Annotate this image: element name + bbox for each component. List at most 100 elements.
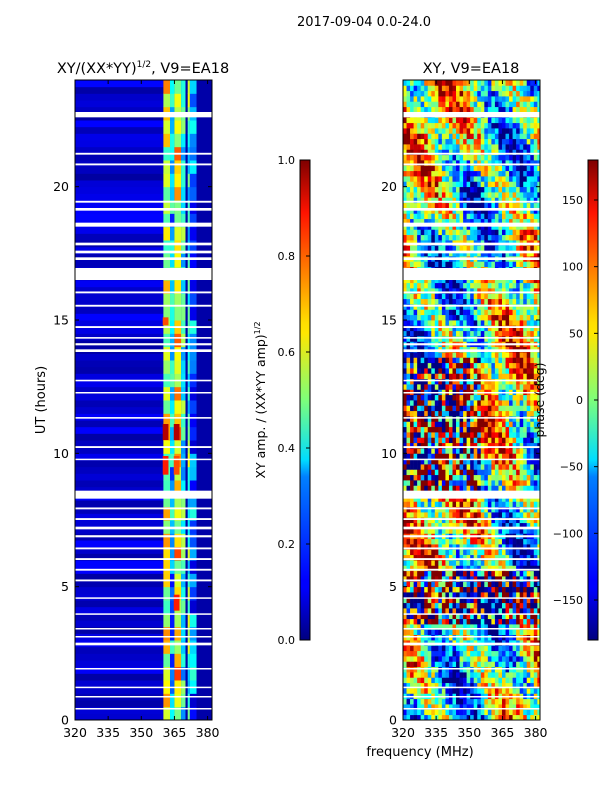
phase-cell xyxy=(438,437,443,444)
phase-cell xyxy=(512,192,517,198)
phase-cell xyxy=(487,650,492,657)
phase-cell xyxy=(519,437,524,444)
phase-cell xyxy=(477,378,482,385)
phase-cell xyxy=(533,458,538,465)
phase-cell xyxy=(441,453,446,460)
phase-cell xyxy=(494,218,499,225)
phase-cell xyxy=(519,336,524,342)
phase-cell xyxy=(491,458,496,465)
phase-cell xyxy=(427,634,432,641)
phase-cell xyxy=(466,362,471,369)
phase-cell xyxy=(456,554,460,561)
phase-cell xyxy=(424,106,429,113)
phase-cell xyxy=(530,474,535,481)
phase-cell xyxy=(417,421,421,428)
phase-cell xyxy=(417,709,421,716)
phase-cell xyxy=(431,234,436,241)
phase-cell xyxy=(530,378,535,385)
phase-cell xyxy=(431,629,436,636)
phase-cell xyxy=(406,474,411,481)
phase-cell xyxy=(406,464,411,470)
phase-cell xyxy=(484,613,489,620)
phase-cell xyxy=(463,101,467,108)
phase-cell xyxy=(501,357,506,364)
phase-cell xyxy=(413,538,418,545)
phase-cell xyxy=(509,186,513,193)
phase-cell xyxy=(410,597,414,604)
phase-cell xyxy=(533,298,538,305)
phase-cell xyxy=(413,202,418,209)
phase-cell xyxy=(441,549,446,556)
phase-cell xyxy=(498,677,503,684)
phase-cell xyxy=(466,629,471,636)
phase-cell xyxy=(526,474,531,481)
amplitude-cell xyxy=(163,133,171,148)
phase-cell xyxy=(463,325,467,332)
phase-cell xyxy=(420,448,425,454)
phase-cell xyxy=(516,442,520,449)
amplitude-cell xyxy=(187,253,190,268)
phase-cell xyxy=(466,597,471,604)
phase-cell xyxy=(434,133,439,140)
phase-cell xyxy=(498,709,503,716)
amplitude-cell xyxy=(174,666,182,681)
phase-cell xyxy=(456,602,460,609)
phase-cell xyxy=(480,709,485,716)
phase-cell xyxy=(533,453,538,460)
phase-cell xyxy=(480,181,485,188)
phase-cell xyxy=(526,202,531,209)
phase-cell xyxy=(406,554,411,561)
phase-cell xyxy=(434,512,439,518)
phase-cell xyxy=(505,592,510,598)
phase-cell xyxy=(466,357,471,364)
amplitude-cell xyxy=(187,173,190,188)
phase-cell xyxy=(452,336,457,342)
phase-cell xyxy=(505,522,510,529)
phase-cell xyxy=(434,666,439,673)
phase-cell xyxy=(512,352,517,358)
phase-cell xyxy=(537,234,540,241)
phase-cell xyxy=(403,528,407,534)
phase-cell xyxy=(424,437,429,444)
phase-cell xyxy=(410,469,414,476)
phase-cell xyxy=(533,485,538,492)
phase-cell xyxy=(406,608,411,614)
phase-cell xyxy=(427,218,432,225)
amplitude-cell xyxy=(181,506,186,521)
phase-cell xyxy=(448,682,453,689)
phase-cell xyxy=(456,314,460,321)
phase-cell xyxy=(417,453,421,460)
phase-cell xyxy=(519,320,524,326)
phase-cell xyxy=(491,293,496,300)
phase-cell xyxy=(434,688,439,694)
phase-cell xyxy=(406,469,411,476)
phase-cell xyxy=(441,336,446,342)
phase-cell xyxy=(459,464,464,470)
flagged-interval xyxy=(75,200,212,203)
phase-cell xyxy=(448,613,453,620)
phase-cell xyxy=(477,480,482,486)
phase-cell xyxy=(424,208,429,214)
phase-cell xyxy=(523,362,528,369)
phase-cell xyxy=(523,373,528,380)
phase-cell xyxy=(498,186,503,193)
phase-cell xyxy=(484,544,489,550)
phase-cell xyxy=(530,453,535,460)
phase-cell xyxy=(445,352,450,358)
phase-cell xyxy=(516,218,520,225)
phase-cell xyxy=(420,677,425,684)
phase-cell xyxy=(445,144,450,150)
phase-cell xyxy=(438,522,443,529)
phase-cell xyxy=(452,501,457,508)
phase-cell xyxy=(438,469,443,476)
flagged-interval xyxy=(75,628,212,630)
phase-cell xyxy=(441,138,446,145)
phase-cell xyxy=(410,474,414,481)
phase-cell xyxy=(473,394,478,401)
phase-cell xyxy=(431,186,436,193)
amplitude-cell xyxy=(174,493,182,508)
phase-cell xyxy=(406,672,411,678)
amplitude-cell xyxy=(187,413,190,428)
phase-cell xyxy=(470,517,475,524)
phase-cell xyxy=(512,384,517,390)
